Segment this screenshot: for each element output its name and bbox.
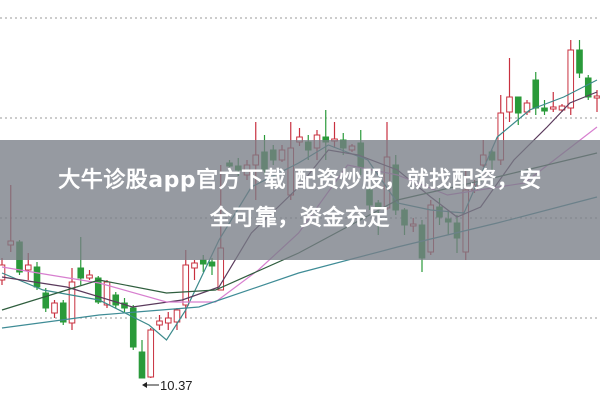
candle-body <box>138 351 146 379</box>
candle-body <box>68 281 76 324</box>
candle-body <box>514 96 522 114</box>
candle-body <box>59 302 67 323</box>
annotation-arrowhead <box>142 382 147 388</box>
candle-body <box>182 264 190 306</box>
overlay-banner: 大牛诊股app官方下载 配资炒股，就找配资，安 全可靠，资金充足 <box>0 140 600 260</box>
candle-body <box>173 309 181 323</box>
candle-body <box>532 79 540 109</box>
candle-body <box>129 307 137 348</box>
candle-body <box>584 77 592 98</box>
candle-body <box>567 49 575 109</box>
candle-body <box>77 267 85 279</box>
annotation-label: 10.37 <box>160 378 193 393</box>
candle-body <box>112 294 120 306</box>
candle-body <box>593 95 600 99</box>
candle-body <box>208 261 216 267</box>
candle-body <box>33 266 41 288</box>
candle-body <box>24 264 32 271</box>
candle-body <box>191 262 198 269</box>
candle-body <box>549 106 557 110</box>
candle-body <box>0 264 6 281</box>
candle-body <box>86 274 93 279</box>
candle-body <box>164 317 172 324</box>
candle-body <box>94 277 102 303</box>
banner-line-1: 大牛诊股app官方下载 配资炒股，就找配资，安 <box>58 168 542 193</box>
candle-body <box>199 259 207 265</box>
candle-body <box>576 49 583 74</box>
candle-body <box>541 107 548 112</box>
candle-body <box>42 292 50 309</box>
candle-body <box>147 329 155 378</box>
candle-body <box>506 96 513 113</box>
candle-body <box>51 302 58 314</box>
candle-body <box>156 320 163 326</box>
banner-line-2: 全可靠，资金充足 <box>209 206 390 231</box>
